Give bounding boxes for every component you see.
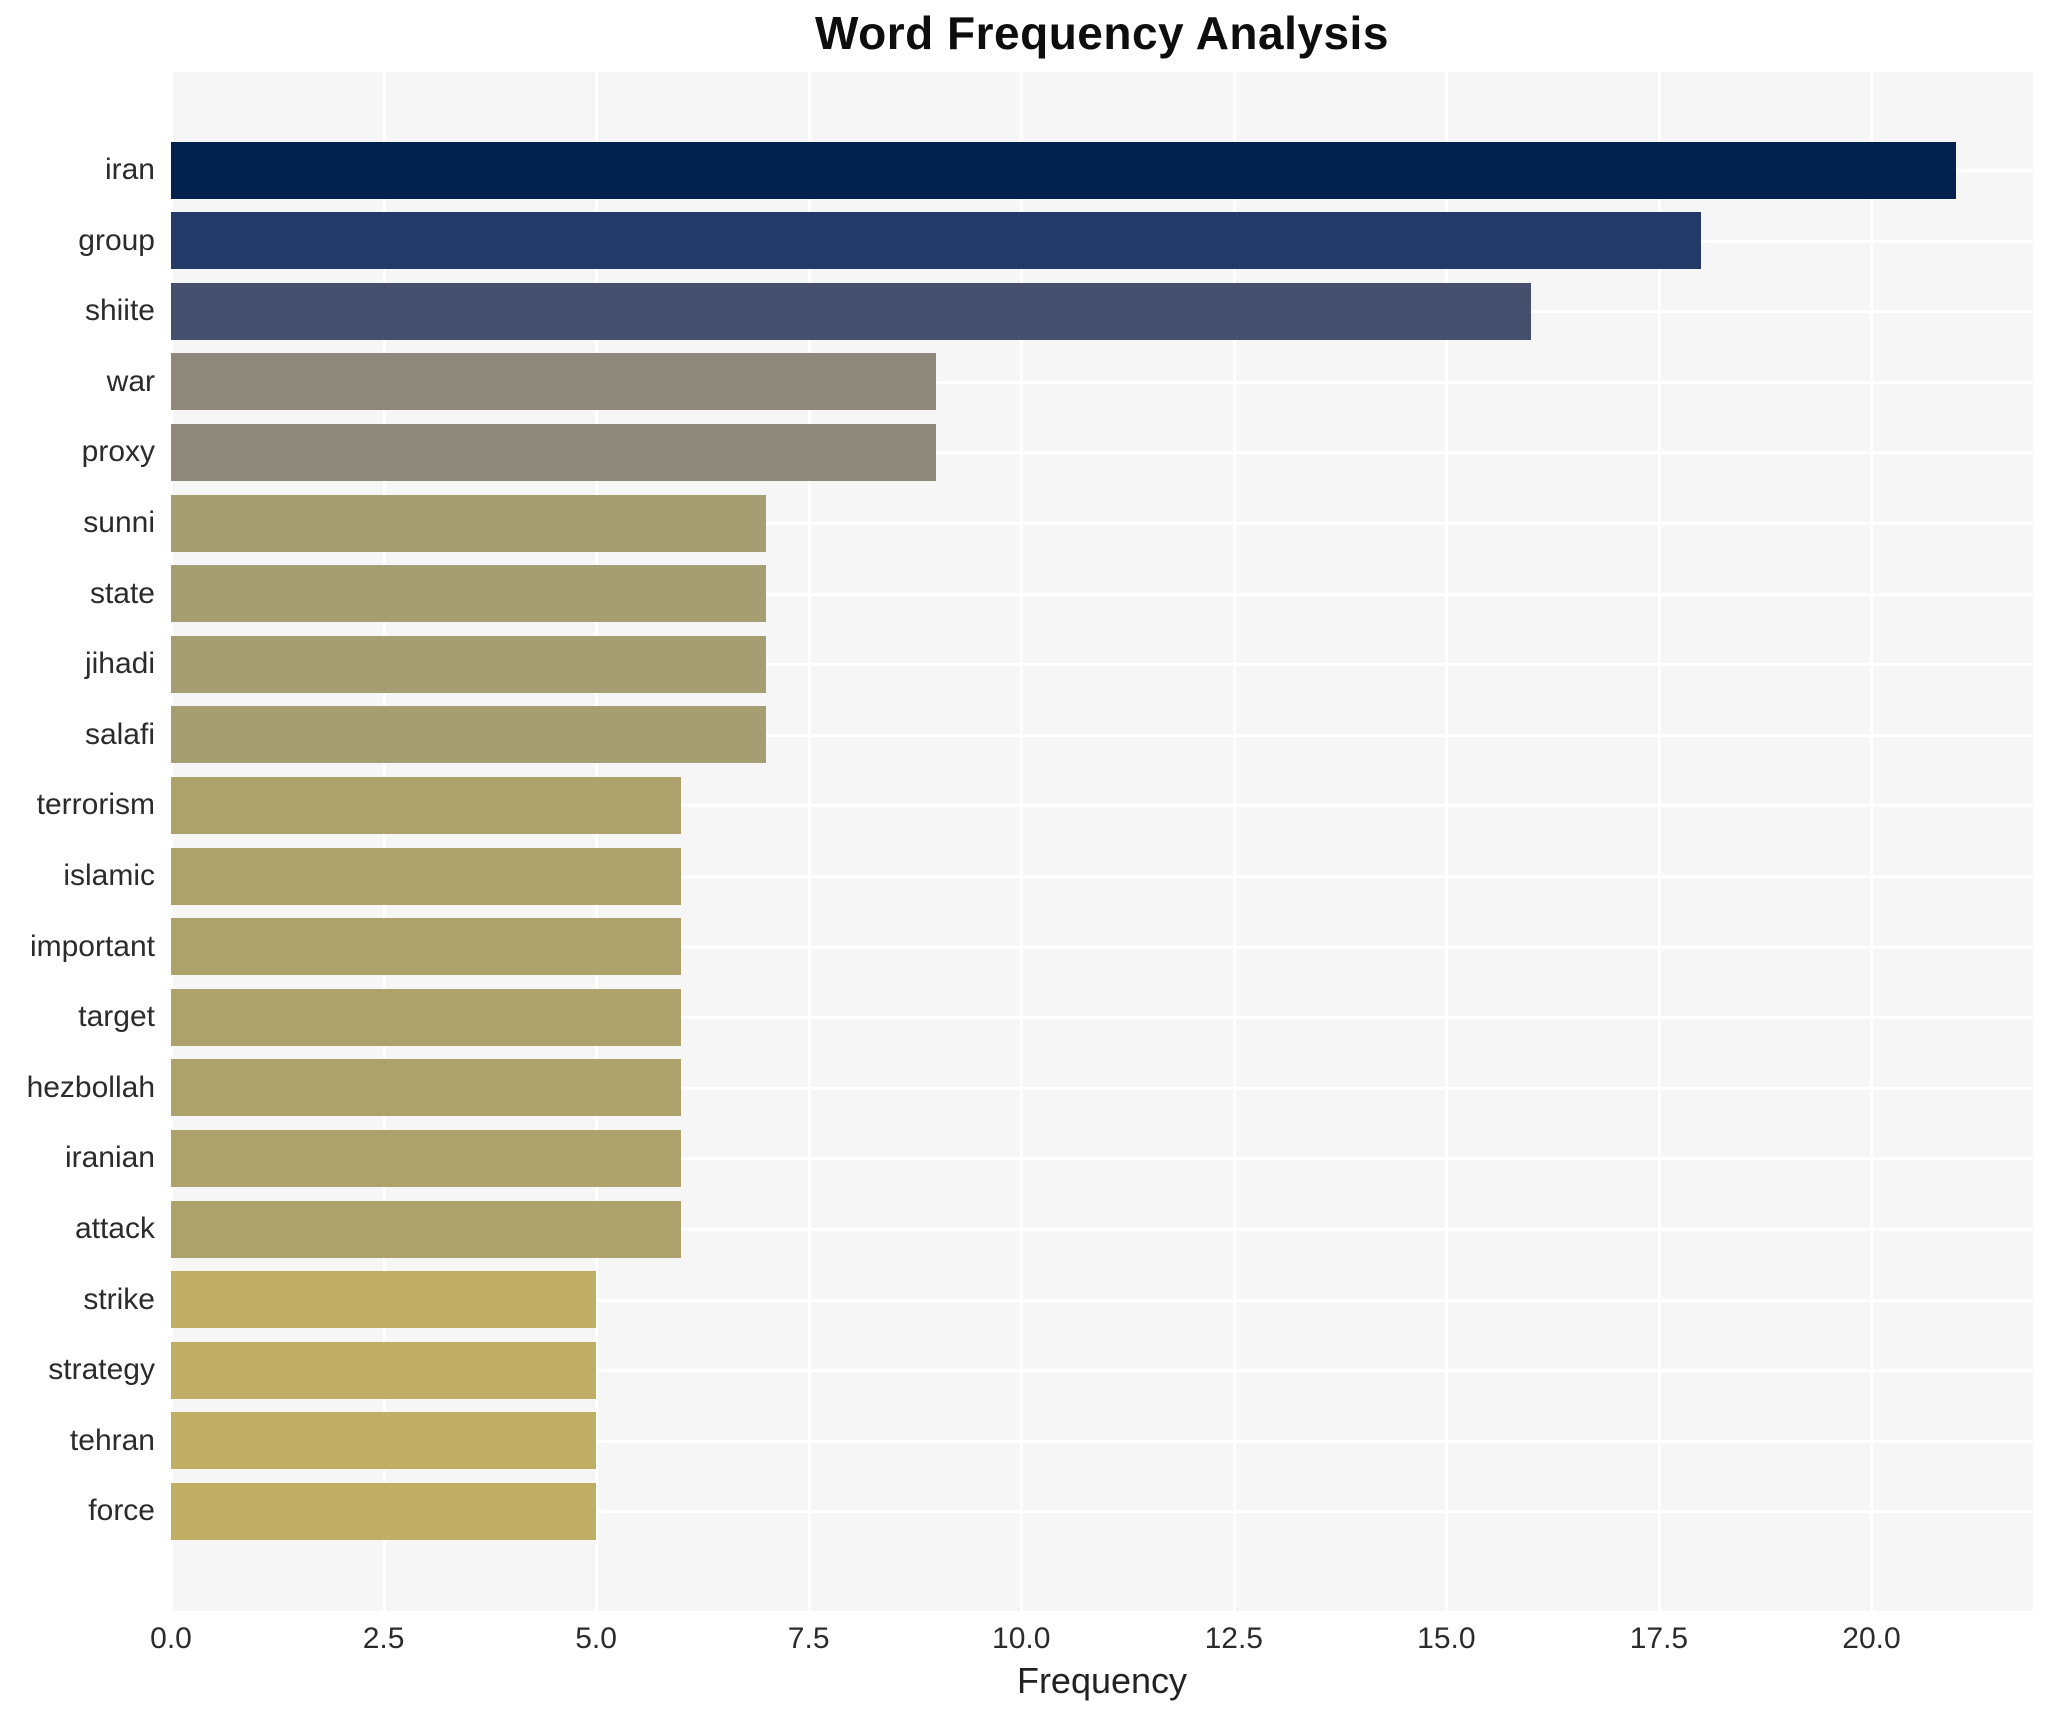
y-gridline (171, 875, 2033, 878)
bar-terrorism (171, 776, 682, 834)
x-gridline (382, 72, 386, 1611)
y-gridline (171, 1439, 2033, 1443)
y-gridline (171, 733, 2033, 737)
y-gridline (171, 522, 2033, 525)
y-gridline (171, 1298, 2033, 1302)
bar-attack (171, 1200, 682, 1258)
y-axis-label: strike (83, 1282, 155, 1316)
y-axis-label: group (78, 223, 155, 257)
bar-shiite (171, 282, 1532, 340)
y-gridline (171, 451, 2033, 455)
x-tick-label: 17.5 (1629, 1622, 1689, 1655)
bar-iran (171, 141, 1957, 199)
bar-war (171, 353, 937, 411)
chart-title: Word Frequency Analysis (815, 7, 1389, 59)
x-tick-label: 10.0 (992, 1622, 1051, 1655)
y-axis-label: sunni (83, 506, 155, 539)
y-axis-label: proxy (81, 435, 155, 469)
y-gridline (171, 945, 2033, 949)
y-gridline (171, 380, 2033, 384)
x-tick-label: 2.5 (362, 1622, 405, 1655)
y-axis-label: force (88, 1494, 155, 1528)
y-axis-label: salafi (84, 717, 155, 751)
bar-state (171, 565, 767, 623)
x-gridline (1020, 72, 1024, 1611)
plot-area (170, 72, 2033, 1611)
y-axis-label: important (29, 929, 155, 963)
bar-target (171, 988, 682, 1046)
y-axis-label: war (106, 364, 155, 398)
bar-iranian (171, 1129, 682, 1187)
x-gridline (170, 72, 173, 1611)
bar-sunni (171, 494, 767, 552)
y-axis-label: state (89, 576, 155, 610)
y-axis-label: jihadi (84, 647, 155, 681)
y-axis-label: shiite (84, 294, 155, 328)
y-axis-label: hezbollah (26, 1070, 155, 1104)
x-tick-label: 15.0 (1417, 1622, 1476, 1655)
x-tick-label: 7.5 (787, 1622, 830, 1655)
y-gridline (171, 1016, 2033, 1020)
y-gridline (171, 1086, 2033, 1090)
y-axis-label: tehran (69, 1423, 155, 1457)
x-gridline (1232, 72, 1236, 1611)
x-axis-label: Frequency (1016, 1660, 1188, 1701)
bar-hezbollah (171, 1059, 682, 1117)
bar-important (171, 918, 682, 976)
bar-group (171, 212, 1702, 270)
bar-force (171, 1482, 597, 1540)
x-gridline (595, 72, 599, 1611)
y-gridline (171, 1228, 2033, 1231)
bar-islamic (171, 847, 682, 905)
y-axis-label: attack (74, 1212, 155, 1245)
y-gridline (171, 592, 2033, 596)
bar-salafi (171, 706, 767, 764)
x-tick-label: 5.0 (575, 1622, 617, 1655)
x-gridline (1657, 72, 1661, 1611)
y-axis-label: terrorism (36, 788, 155, 822)
bar-strategy (171, 1341, 597, 1399)
bar-tehran (171, 1412, 597, 1470)
x-tick-label: 20.0 (1842, 1622, 1901, 1655)
bar-jihadi (171, 635, 767, 693)
bar-proxy (171, 423, 937, 481)
y-gridline (171, 663, 2033, 667)
y-gridline (171, 1510, 2033, 1514)
y-axis-label: strategy (48, 1353, 155, 1387)
x-tick-label: 12.5 (1204, 1622, 1263, 1655)
y-axis-label: target (78, 1000, 155, 1034)
x-gridline (807, 72, 811, 1611)
x-gridline (1445, 72, 1449, 1611)
x-gridline (1870, 72, 1874, 1611)
y-gridline (171, 804, 2033, 808)
x-tick-label: 0.0 (150, 1622, 192, 1655)
bar-strike (171, 1271, 597, 1329)
y-axis-label: iran (104, 153, 155, 186)
y-gridline (171, 1157, 2033, 1161)
y-axis-label: iranian (64, 1141, 155, 1175)
y-axis-label: islamic (63, 859, 155, 892)
y-gridline (171, 1369, 2033, 1373)
